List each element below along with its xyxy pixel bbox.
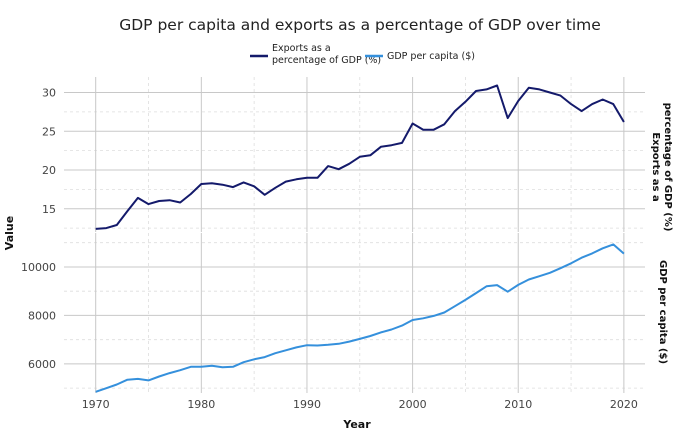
y-tick-label-exports: 25: [42, 125, 56, 138]
series-line-exports: [95, 84, 625, 230]
legend-label-exports-line1: Exports as a: [272, 43, 331, 54]
x-tick-label: 1980: [187, 398, 215, 411]
strip-label-exports-line1: Exports as a: [650, 132, 661, 201]
x-tick-label: 1970: [82, 398, 110, 411]
y-tick-label-exports: 20: [42, 164, 56, 177]
strip-label-exports-line2: percentage of GDP (%): [662, 103, 673, 232]
y-tick-label-exports: 15: [42, 203, 56, 216]
legend-label-gdp: GDP per capita ($): [387, 51, 475, 62]
panels: 15 20 25 30 6000 8000 10000 1970 1980 1990 2000 201…: [21, 77, 645, 411]
x-axis-title: Year: [342, 418, 371, 431]
legend: Exports as a percentage of GDP (%) GDP p…: [250, 43, 475, 66]
y-axis-title: Value: [3, 216, 16, 250]
series-line-gdp: [95, 243, 625, 393]
y-tick-label-gdp: 8000: [28, 309, 56, 322]
chart-title: GDP per capita and exports as a percenta…: [119, 16, 601, 34]
y-tick-label-gdp: 10000: [21, 261, 56, 274]
y-tick-label-gdp: 6000: [28, 358, 56, 371]
x-tick-label: 2000: [399, 398, 427, 411]
x-tick-label: 2020: [610, 398, 638, 411]
legend-label-exports-line2: percentage of GDP (%): [272, 55, 381, 66]
x-tick-label: 2010: [504, 398, 532, 411]
x-tick-label: 1990: [293, 398, 321, 411]
strip-label-gdp: GDP per capita ($): [657, 260, 668, 364]
strip-label-exports: Exports as a percentage of GDP (%): [650, 103, 673, 232]
y-tick-label-exports: 30: [42, 87, 56, 100]
